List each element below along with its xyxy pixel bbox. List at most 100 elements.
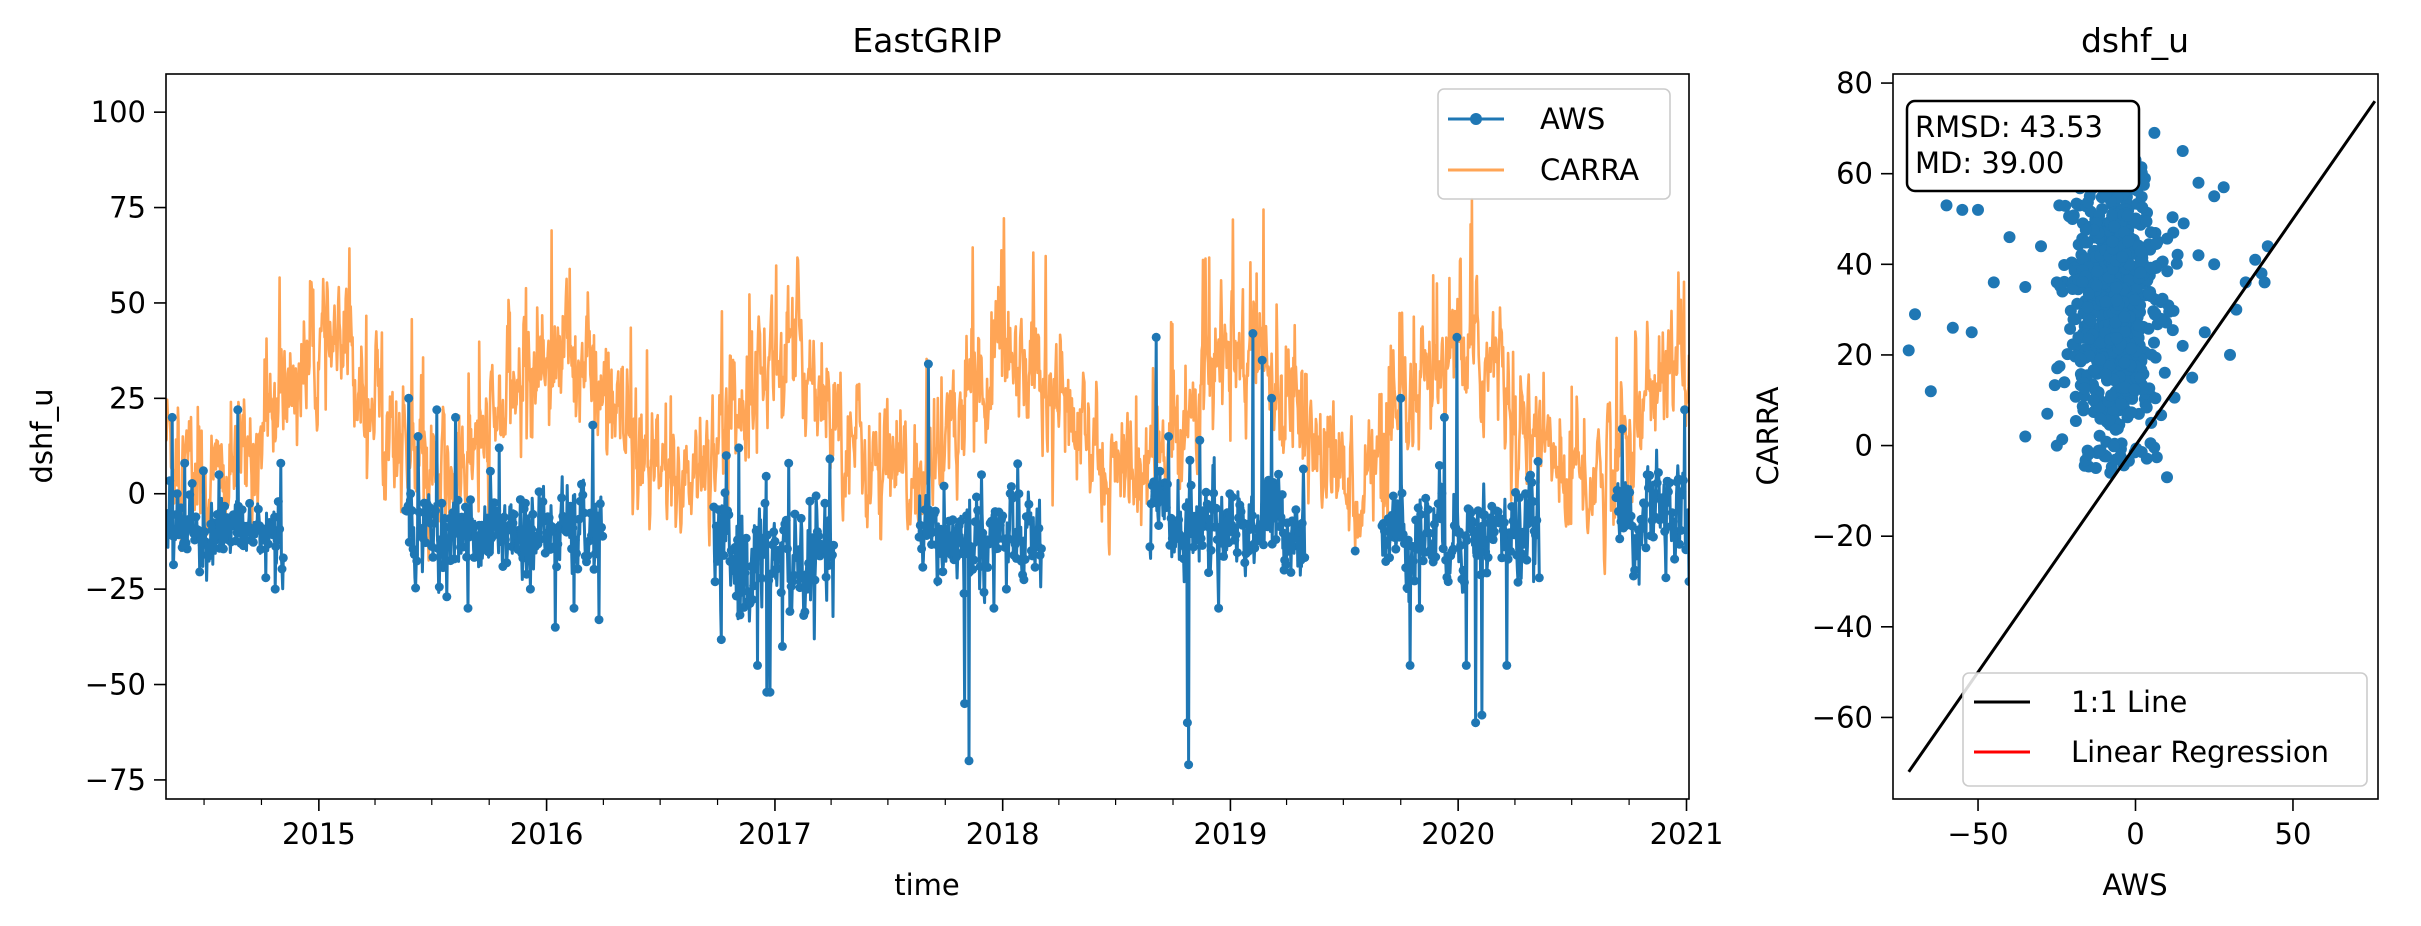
scatter-point [2161, 265, 2174, 278]
scatter-point [2109, 453, 2122, 466]
left-x-tick-label: 2015 [282, 817, 356, 851]
scatter-point [2134, 266, 2147, 279]
scatter-point [2125, 342, 2138, 355]
scatter-point [2103, 414, 2116, 426]
legend-aws-marker [1470, 113, 1482, 125]
scatter-point [2084, 314, 2097, 327]
left-y-tick-label: 75 [109, 191, 146, 225]
right-legend: 1:1 Line Linear Regression [1962, 672, 2368, 787]
left-axes-frame [165, 73, 1690, 800]
scatter-point [1956, 203, 1969, 216]
scatter-point [2149, 392, 2162, 405]
scatter-point [2115, 397, 2127, 410]
scatter-point [1924, 385, 1937, 398]
scatter-point [2258, 276, 2271, 289]
scatter-point [2082, 448, 2095, 461]
scatter-point [2081, 301, 2094, 314]
scatter-point [2058, 376, 2071, 389]
right-y-tick-label: 60 [1836, 157, 1873, 191]
scatter-point [2067, 313, 2080, 326]
scatter-point [2128, 383, 2141, 396]
scatter-point [2119, 381, 2131, 394]
scatter-point [2090, 279, 2103, 292]
scatter-point [2118, 325, 2131, 338]
time-series-panel: 2015 2016 2017 2018 2019 2020 2021 −75 −50 −25 0 2… [25, 21, 1723, 902]
aws-segment [1614, 408, 1689, 586]
scatter-point [2099, 295, 2112, 308]
scatter-point [1972, 203, 1984, 216]
scatter-point [2176, 145, 2189, 157]
scatter-point [2069, 415, 2082, 427]
aws-segment [712, 446, 836, 694]
scatter-point [2050, 276, 2063, 289]
scatter-point [2170, 257, 2183, 270]
left-y-tick-label: 25 [109, 381, 146, 415]
scatter-point [2134, 254, 2147, 267]
scatter-point [2081, 196, 2094, 209]
scatter-point [2077, 404, 2090, 417]
scatter-point [2122, 235, 2135, 248]
right-y-ticks: −60 −40 −20 0 20 40 60 80 [1812, 66, 1893, 734]
left-x-tick-label: 2017 [738, 817, 812, 851]
scatter-point [2041, 407, 2054, 420]
scatter-point [2116, 251, 2129, 263]
scatter-point [2072, 331, 2085, 344]
scatter-point [2050, 439, 2063, 452]
legend-regression-label: Linear Regression [2071, 735, 2329, 769]
left-x-tick-label: 2016 [510, 817, 584, 851]
scatter-point [2192, 249, 2205, 262]
scatter-point [2144, 261, 2157, 274]
scatter-point [2019, 430, 2032, 443]
left-x-tick-label: 2019 [1194, 817, 1268, 851]
left-y-tick-label: 50 [109, 286, 146, 320]
scatter-point [2118, 226, 2130, 239]
scatter-point [2150, 451, 2163, 464]
scatter-point [2053, 199, 2066, 212]
scatter-point [2079, 223, 2092, 236]
aws-segment [1148, 332, 1307, 767]
scatter-point [2171, 248, 2184, 261]
left-x-ticks: 2015 2016 2017 2018 2019 2020 2021 [203, 799, 1723, 851]
legend-aws-label: AWS [1540, 102, 1605, 136]
scatter-point [2167, 226, 2180, 239]
scatter-point [2082, 287, 2095, 300]
scatter-point [2140, 401, 2153, 414]
scatter-point [2124, 406, 2137, 419]
scatter-point [2130, 282, 2143, 295]
scatter-point [2176, 339, 2189, 352]
right-chart-title: dshf_u [2081, 21, 2189, 60]
scatter-point [2066, 283, 2079, 295]
scatter-point [2177, 217, 2190, 230]
scatter-point [2148, 441, 2161, 454]
rmsd-text: RMSD: 43.53 [1915, 110, 2103, 144]
scatter-point [2076, 276, 2089, 288]
scatter-point [1965, 326, 1978, 339]
scatter-point [2105, 389, 2118, 402]
right-y-tick-label: 0 [1855, 429, 1873, 463]
left-y-tick-label: 0 [128, 477, 146, 511]
scatter-point [2166, 211, 2179, 224]
scatter-points [1902, 126, 2274, 484]
scatter-point [2048, 379, 2061, 392]
scatter-point [2137, 178, 2150, 191]
scatter-point [2134, 372, 2147, 385]
aws-series [166, 329, 1689, 770]
scatter-point [2003, 231, 2016, 244]
right-x-tick-label: 0 [2126, 817, 2144, 851]
scatter-point [2118, 310, 2131, 323]
scatter-point [2109, 316, 2122, 329]
right-y-tick-label: −40 [1812, 610, 1873, 644]
stats-box: RMSD: 43.53 MD: 39.00 [1905, 99, 2141, 193]
scatter-point [1987, 276, 2000, 289]
legend-carra-label: CARRA [1540, 153, 1639, 187]
right-x-axis-label: AWS [2102, 868, 2167, 902]
scatter-point [2148, 336, 2160, 349]
aws-segment [1380, 335, 1541, 725]
scatter-point [2130, 442, 2143, 455]
right-x-tick-label: −50 [1947, 817, 2008, 851]
scatter-point [2107, 440, 2120, 453]
scatter-point [2142, 287, 2155, 300]
one-to-one-line [1907, 100, 2377, 773]
scatter-point [2081, 236, 2094, 249]
